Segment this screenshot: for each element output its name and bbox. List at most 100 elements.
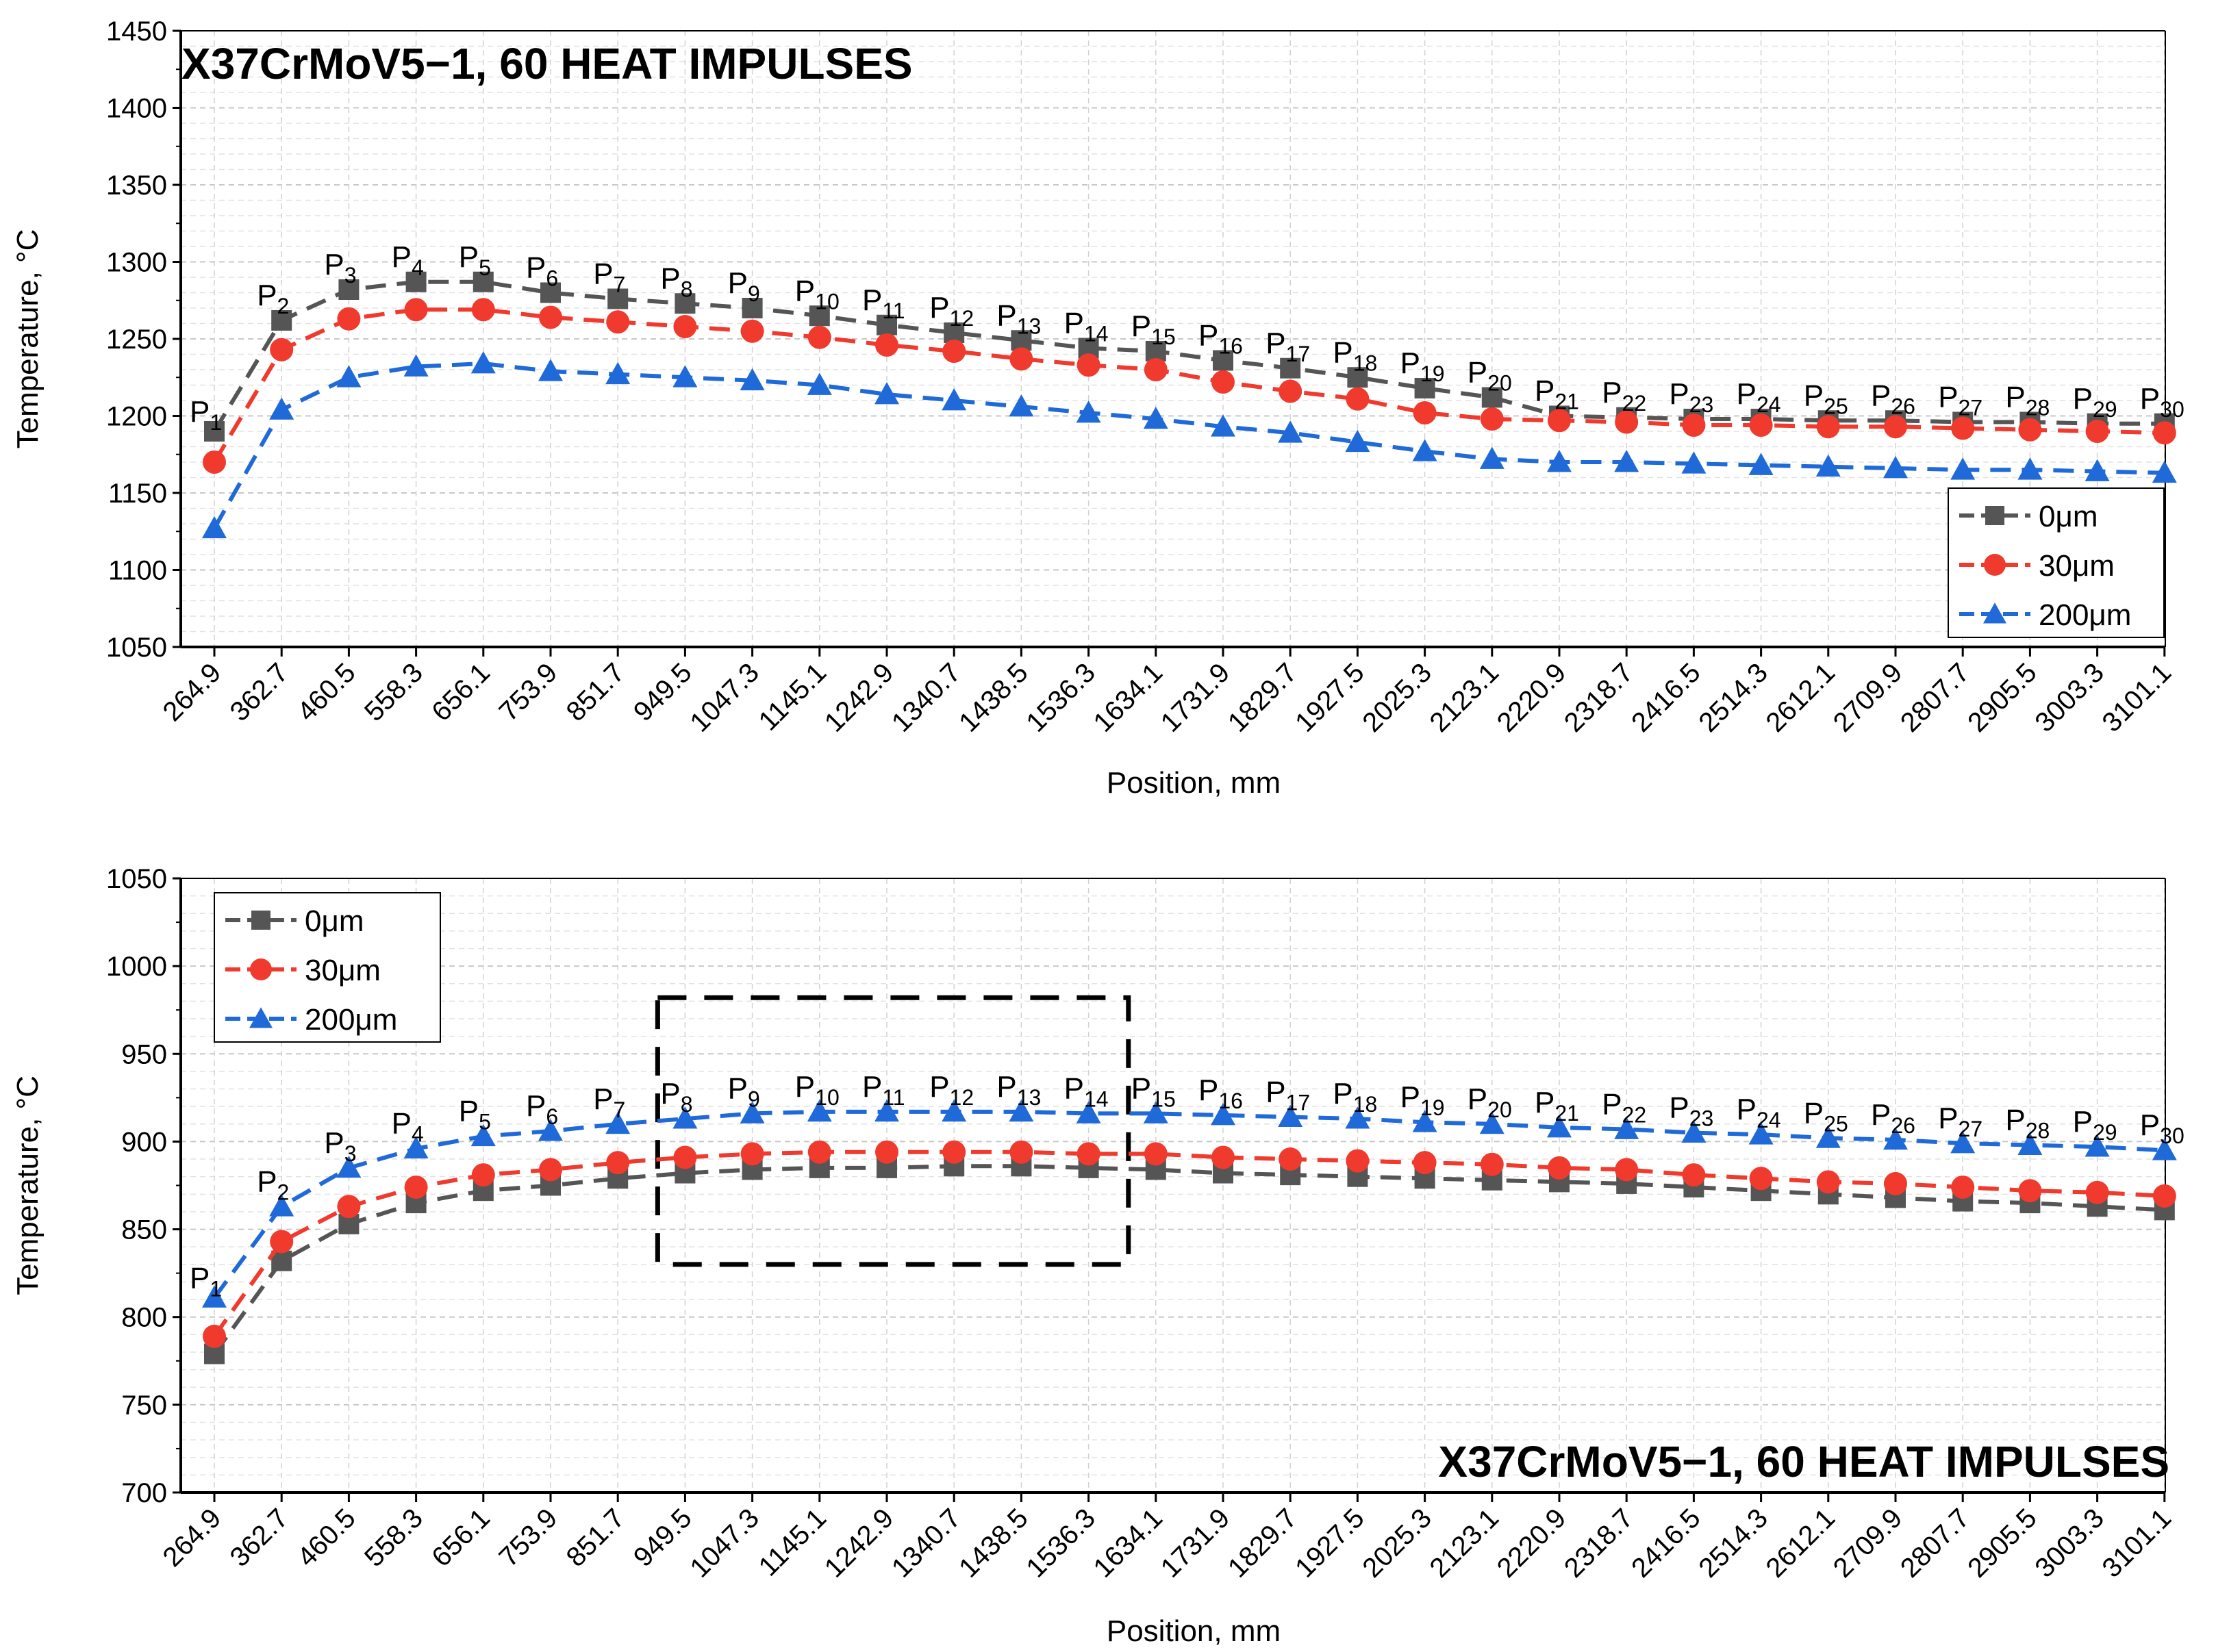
- point-label: P25: [1804, 379, 1848, 418]
- data-point: [1144, 358, 1168, 381]
- x-tick-label: 1242.9: [819, 657, 900, 738]
- data-point: [1548, 1156, 1571, 1180]
- top-chart: 1050 1100 1150 1200 1250 1300 1350 1400 1450 264.…: [11, 16, 2184, 800]
- data-point: [673, 315, 697, 338]
- data-point: [1414, 378, 1435, 398]
- legend-marker: [251, 911, 270, 930]
- point-label: P6: [526, 251, 558, 291]
- x-tick-label: 1731.9: [1155, 657, 1236, 738]
- data-point: [1681, 451, 1707, 474]
- data-point: [203, 450, 226, 474]
- legend: 0μm 30μm 200μm: [214, 892, 441, 1043]
- legend-label: 30μm: [305, 954, 381, 987]
- data-point: [1213, 350, 1233, 371]
- point-label: P5: [459, 240, 491, 280]
- data-point: [874, 382, 899, 405]
- data-point: [2152, 1138, 2177, 1160]
- data-point: [605, 1111, 631, 1134]
- data-point: [1884, 415, 1907, 439]
- point-label: P6: [526, 1089, 558, 1129]
- x-tick-label: 753.9: [493, 1503, 563, 1573]
- point-label: P14: [1064, 1071, 1109, 1111]
- data-point: [337, 1195, 361, 1219]
- point-label: P12: [929, 1070, 974, 1110]
- x-tick-label: 558.3: [359, 1503, 429, 1573]
- legend-marker: [250, 958, 272, 980]
- x-tick-label: 2123.1: [1424, 1503, 1505, 1584]
- data-point: [877, 314, 897, 335]
- data-point: [1279, 379, 1302, 403]
- data-point: [1346, 1149, 1370, 1173]
- point-label: P3: [324, 1126, 356, 1166]
- data-point: [1615, 410, 1639, 434]
- x-tick-label: 362.7: [225, 657, 294, 727]
- point-label: P22: [1602, 1087, 1646, 1127]
- y-tick-label: 1050: [106, 633, 167, 663]
- data-point: [471, 1163, 495, 1187]
- data-point: [1076, 1101, 1101, 1123]
- point-label: P26: [1871, 379, 1915, 418]
- data-point: [807, 372, 832, 395]
- data-point: [538, 1119, 563, 1141]
- data-point: [1749, 414, 1773, 437]
- x-tick-label: 1634.1: [1088, 1503, 1169, 1584]
- data-point: [1682, 1163, 1706, 1187]
- x-tick-label: 656.1: [426, 657, 496, 727]
- x-tick-label: 2905.5: [1962, 1503, 2043, 1584]
- point-label: P21: [1535, 1086, 1579, 1126]
- series-circle: [203, 298, 2176, 474]
- x-tick-label: 460.5: [292, 657, 362, 727]
- legend-marker: [1983, 602, 2006, 624]
- point-label: P19: [1400, 346, 1445, 386]
- series-square: [204, 1156, 2175, 1364]
- data-point: [606, 310, 630, 334]
- data-point: [1950, 457, 1976, 480]
- x-tick-label: 460.5: [292, 1503, 362, 1573]
- data-point: [875, 1140, 898, 1164]
- data-point: [1815, 1126, 1841, 1148]
- data-point: [1884, 1171, 1907, 1195]
- x-tick-label: 1242.9: [819, 1503, 900, 1584]
- x-tick-label: 2612.1: [1761, 657, 1841, 738]
- data-point: [740, 368, 765, 391]
- x-tick-label: 2123.1: [1424, 657, 1505, 738]
- chart-title: X37CrMoV5−1, 60 HEAT IMPULSES: [181, 39, 913, 88]
- x-tick-label: 851.7: [561, 1503, 631, 1573]
- data-point: [203, 1324, 226, 1348]
- data-point: [470, 351, 496, 374]
- x-tick-label: 1829.7: [1222, 657, 1303, 738]
- data-point: [1951, 1176, 1975, 1199]
- data-point: [2152, 460, 2177, 483]
- point-label: P24: [1737, 377, 1781, 417]
- x-tick-label: 2807.7: [1895, 657, 1976, 738]
- x-tick-label: 2220.9: [1491, 1503, 1572, 1584]
- data-point: [1211, 1145, 1235, 1169]
- point-label: P30: [2140, 382, 2184, 422]
- point-label: P18: [1333, 335, 1377, 375]
- data-point: [204, 421, 225, 442]
- x-tick-label: 264.9: [157, 657, 227, 727]
- data-point: [673, 1145, 697, 1169]
- x-axis-title: Position, mm: [1107, 766, 1281, 800]
- legend-label: 30μm: [2039, 549, 2115, 583]
- data-point: [1076, 1142, 1100, 1166]
- data-point: [1547, 1115, 1572, 1138]
- data-point: [605, 361, 631, 385]
- x-tick-label: 2514.3: [1693, 657, 1774, 738]
- data-point: [1009, 347, 1033, 371]
- legend-marker: [1984, 554, 2006, 576]
- x-tick-label: 2025.3: [1357, 1503, 1437, 1584]
- point-label: P5: [459, 1095, 491, 1134]
- point-label: P1: [190, 1262, 222, 1301]
- data-point: [672, 365, 698, 387]
- point-label: P24: [1737, 1093, 1781, 1132]
- x-tick-label: 1340.7: [886, 657, 967, 738]
- series-line: [212, 361, 2165, 530]
- data-point: [740, 319, 764, 343]
- x-tick-label: 2025.3: [1357, 657, 1437, 738]
- data-point: [1347, 367, 1368, 388]
- data-point: [1480, 1152, 1504, 1176]
- data-point: [606, 1151, 630, 1175]
- data-point: [742, 298, 763, 318]
- data-point: [1279, 1147, 1302, 1171]
